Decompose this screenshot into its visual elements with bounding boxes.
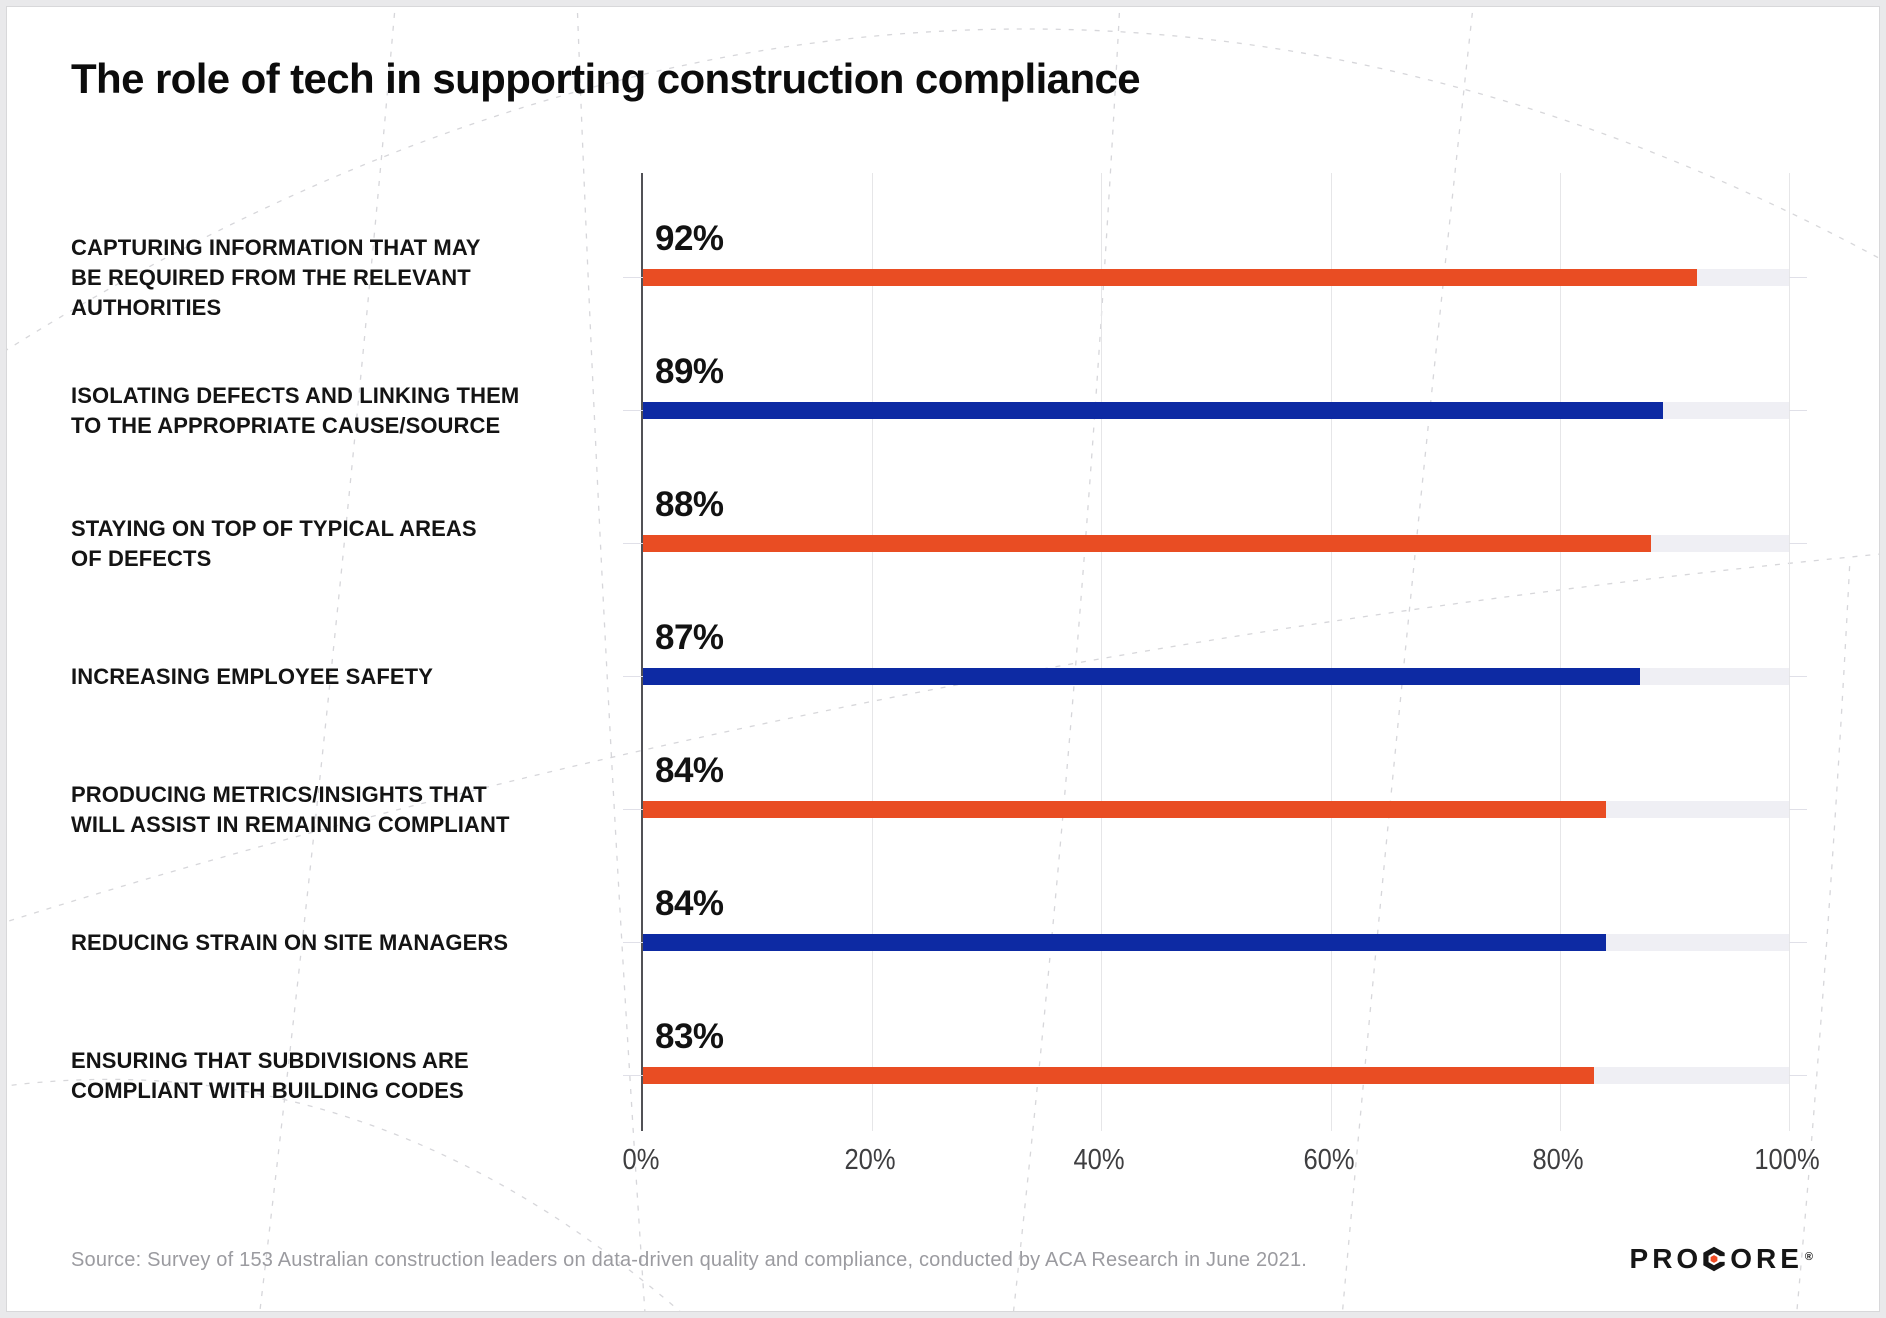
bar-87% xyxy=(643,668,1641,685)
gridline-20 xyxy=(872,173,874,1131)
bar-84% xyxy=(643,801,1606,818)
category-label: INCREASING EMPLOYEE SAFETY xyxy=(71,663,433,689)
x-tick-label-20: 20% xyxy=(844,1144,896,1176)
value-label: 83% xyxy=(655,1017,724,1056)
gridline-80 xyxy=(1559,173,1561,1131)
x-axis-tick-labels: 0% 20% 40% 60% 80% 100% xyxy=(623,1143,1820,1183)
x-tick-label-80: 80% xyxy=(1532,1144,1584,1176)
value-label: 89% xyxy=(655,352,724,391)
x-tick-label-100: 100% xyxy=(1754,1144,1820,1176)
procore-logo: PRO ORE ® xyxy=(1630,1245,1813,1273)
category-label: CAPTURING INFORMATION THAT MAY BE REQUIR… xyxy=(71,234,481,320)
logo-text-post: ORE xyxy=(1730,1243,1803,1274)
x-tick-label-40: 40% xyxy=(1073,1144,1125,1176)
logo-c-orange-dot xyxy=(1710,1255,1718,1263)
category-label: STAYING ON TOP OF TYPICAL AREAS OF DEFEC… xyxy=(71,515,477,571)
x-tick-label-0: 0% xyxy=(622,1144,660,1176)
plot-area: 92% 89% 88% 87% 84% 84% 83% xyxy=(623,173,1807,1131)
gridline-100 xyxy=(1789,173,1790,1131)
gridline-40 xyxy=(1101,173,1103,1131)
bar-92% xyxy=(643,269,1698,286)
value-label: 84% xyxy=(655,751,724,790)
bar-88% xyxy=(643,535,1652,552)
chart-title: The role of tech in supporting construct… xyxy=(71,55,1141,102)
value-label: 88% xyxy=(655,485,724,524)
gridline-60 xyxy=(1330,173,1332,1131)
procore-c-icon xyxy=(1701,1246,1728,1272)
value-label: 92% xyxy=(655,219,724,258)
x-tick-label-60: 60% xyxy=(1303,1144,1355,1176)
category-label: ENSURING THAT SUBDIVISIONS ARE COMPLIANT… xyxy=(71,1047,469,1103)
infographic-card: The role of tech in supporting construct… xyxy=(6,6,1880,1312)
bar-84% xyxy=(643,934,1606,951)
category-label: ISOLATING DEFECTS AND LINKING THEM TO TH… xyxy=(71,382,520,438)
source-text: Source: Survey of 153 Australian constru… xyxy=(71,1249,1308,1271)
registered-trademark-symbol: ® xyxy=(1804,1251,1813,1263)
category-labels-column: CAPTURING INFORMATION THAT MAY BE REQUIR… xyxy=(71,173,591,1131)
logo-text-pre: PRO xyxy=(1629,1243,1703,1274)
bar-89% xyxy=(643,402,1663,419)
category-label: REDUCING STRAIN ON SITE MANAGERS xyxy=(71,929,509,955)
value-label: 87% xyxy=(655,618,724,657)
value-label: 84% xyxy=(655,884,724,923)
category-label: PRODUCING METRICS/INSIGHTS THAT WILL ASS… xyxy=(71,781,510,837)
bar-83% xyxy=(643,1067,1595,1084)
